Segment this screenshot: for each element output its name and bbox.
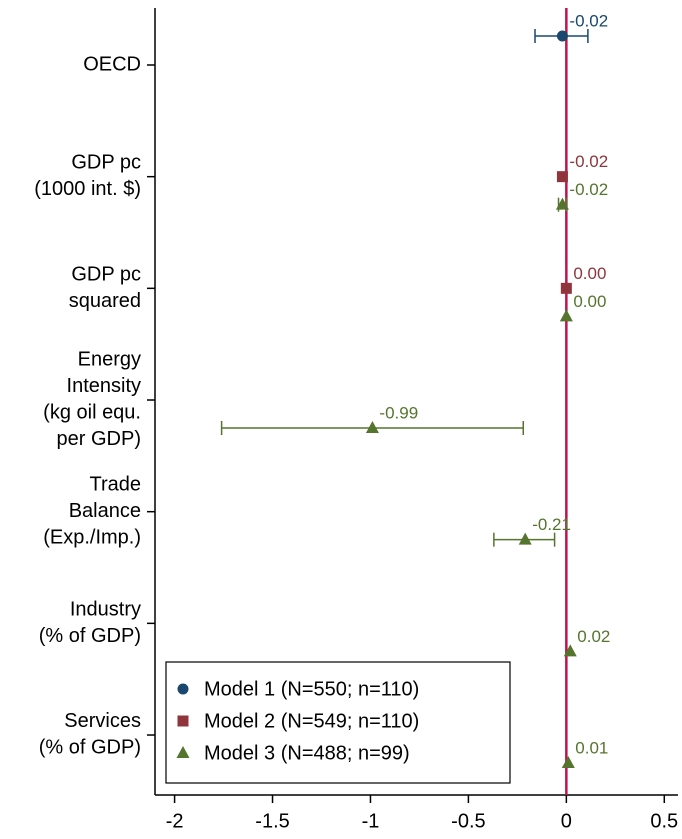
y-tick-label: (% of GDP) xyxy=(39,625,141,647)
y-tick-label: Intensity xyxy=(67,375,141,397)
y-tick-label: (Exp./Imp.) xyxy=(43,526,141,548)
marker xyxy=(177,715,189,727)
marker xyxy=(561,756,575,769)
legend-label: Model 2 (N=549; n=110) xyxy=(204,710,419,732)
y-tick-label: (kg oil equ. xyxy=(43,402,141,424)
y-tick-label: GDP pc xyxy=(71,263,141,285)
y-tick-label: squared xyxy=(69,290,141,312)
y-tick-label: GDP pc xyxy=(71,152,141,174)
legend-box xyxy=(165,661,511,784)
marker xyxy=(559,309,573,322)
marker xyxy=(563,644,577,657)
x-tick-label: -1 xyxy=(362,810,380,832)
value-label: -0.02 xyxy=(569,152,608,171)
marker xyxy=(365,421,379,434)
value-label: -0.02 xyxy=(569,180,608,199)
x-tick-label: -0.5 xyxy=(451,810,485,832)
y-tick-label: (% of GDP) xyxy=(39,737,141,759)
x-tick-label: 0 xyxy=(561,810,572,832)
x-tick-label: -1.5 xyxy=(255,810,289,832)
marker xyxy=(560,282,572,294)
y-tick-label: (1000 int. $) xyxy=(34,178,141,200)
value-label: -0.02 xyxy=(569,11,608,30)
y-tick-label: Balance xyxy=(69,500,141,522)
value-label: 0.00 xyxy=(573,264,606,283)
x-tick-label: -2 xyxy=(166,810,184,832)
marker xyxy=(556,30,568,42)
marker xyxy=(177,683,189,695)
value-label: -0.99 xyxy=(379,403,418,422)
y-tick-label: Services xyxy=(64,710,141,732)
legend-label: Model 1 (N=550; n=110) xyxy=(204,678,419,700)
value-label: 0.02 xyxy=(577,627,610,646)
value-label: -0.21 xyxy=(532,515,571,534)
legend-label: Model 3 (N=488; n=99) xyxy=(204,742,410,764)
y-tick-label: OECD xyxy=(83,53,141,75)
x-tick-label: 0.5 xyxy=(650,810,678,832)
y-tick-label: per GDP) xyxy=(57,428,141,450)
y-tick-label: Industry xyxy=(70,598,141,620)
value-label: 0.01 xyxy=(575,739,608,758)
marker xyxy=(555,197,569,210)
marker xyxy=(556,171,568,183)
marker xyxy=(176,746,190,758)
marker xyxy=(518,532,532,545)
y-tick-label: Trade xyxy=(89,473,141,495)
value-label: 0.00 xyxy=(573,292,606,311)
y-tick-label: Energy xyxy=(78,349,141,371)
